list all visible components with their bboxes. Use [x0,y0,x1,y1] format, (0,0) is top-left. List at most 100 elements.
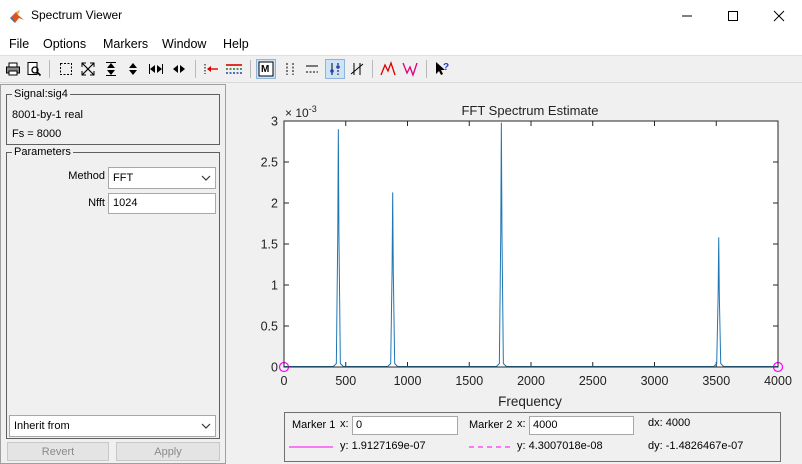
zoom-in-y-button[interactable] [101,59,121,79]
toolbar-separator [372,60,373,78]
slope-markers-button[interactable] [347,59,367,79]
parameters-panel: Signal:sig4 8001-by-1 real Fs = 8000 Par… [0,84,226,464]
menu-window[interactable]: Window [162,37,207,51]
select-arrow-icon [204,64,218,74]
zoom-in-x-button[interactable] [146,59,166,79]
marker-2-x-input[interactable]: 4000 [529,416,634,435]
y-tick-label: 0 [271,361,278,375]
marker-1-line-legend [289,446,333,448]
valleys-icon [402,62,418,77]
printer-icon [6,62,20,76]
title-bar: Spectrum Viewer [0,0,802,32]
x-tick-label: 2500 [579,374,607,388]
line-properties-icon [226,64,242,74]
zoom-out-y-button[interactable] [123,59,143,79]
marker-2-line-legend [469,446,513,448]
y-tick-label: 1.5 [261,238,278,252]
svg-text:?: ? [443,62,449,73]
y-tick-label: 2 [271,197,278,211]
valley-markers-button[interactable] [400,59,420,79]
x-tick-label: 1500 [455,374,483,388]
inherit-from-value: Inherit from [14,420,70,432]
window-title: Spectrum Viewer [31,8,123,22]
horizontal-lines-icon [306,65,318,73]
y-tick-label: 3 [271,115,278,129]
menu-file[interactable]: File [9,37,30,51]
nfft-label: Nfft [88,197,105,209]
print-button[interactable] [3,59,23,79]
method-label: Method [68,170,105,182]
vertical-zoom-out-icon [129,63,137,75]
menu-help[interactable]: Help [223,37,249,51]
marker-1-x-label: x: [340,418,349,430]
zoom-box-button[interactable] [56,59,76,79]
whats-this-button[interactable]: ? [432,59,452,79]
x-tick-label: 4000 [764,374,792,388]
maximize-button[interactable] [710,0,756,32]
x-axis: 0 500 1000 1500 2000 2500 3000 3500 4000 [281,121,792,388]
signal-info-group: Signal:sig4 8001-by-1 real Fs = 8000 [6,89,220,145]
x-tick-label: 3500 [702,374,730,388]
zoom-out-x-button[interactable] [169,59,189,79]
y-tick-label: 2.5 [261,156,278,170]
parameters-legend: Parameters [14,146,71,158]
svg-text:M: M [261,64,269,75]
zoom-out-full-button[interactable] [78,59,98,79]
marker-2-x-label: x: [517,418,526,430]
vertical-zoom-in-icon [106,62,116,76]
marker-dy-value: dy: -1.4826467e-07 [648,440,744,452]
select-button[interactable] [201,59,221,79]
y-tick-label: 0.5 [261,320,278,334]
method-select[interactable]: FFT [108,167,216,189]
nfft-input[interactable]: 1024 [108,193,216,214]
track-markers-icon [330,63,340,75]
print-preview-button[interactable] [24,59,44,79]
marker-1-label: Marker 1 [292,419,336,431]
x-axis-label: Frequency [498,394,562,409]
minimize-icon [682,15,692,17]
x-tick-label: 500 [335,374,356,388]
menu-bar: File Options Markers Window Help [0,32,802,56]
minimize-button[interactable] [664,0,710,32]
x-tick-label: 0 [281,374,288,388]
markers-toggle-button[interactable]: M [256,59,276,79]
marker-1-x-input[interactable]: 0 [352,416,458,435]
help-pointer-icon: ? [436,62,449,75]
markers-icon: M [258,61,274,77]
toolbar-separator [195,60,196,78]
track-markers-button[interactable] [325,59,345,79]
toolbar-separator [49,60,50,78]
menu-markers[interactable]: Markers [103,37,149,51]
vertical-lines-icon [286,63,294,75]
toolbar: M ? [0,56,802,83]
apply-button[interactable]: Apply [116,442,220,461]
inherit-from-select[interactable]: Inherit from [9,415,216,437]
marker-2-label: Marker 2 [469,419,513,431]
matlab-logo-icon [10,10,24,23]
menu-options[interactable]: Options [43,37,87,51]
peak-markers-button[interactable] [378,59,398,79]
x-tick-label: 2000 [517,374,545,388]
zoom-box-icon [60,63,72,75]
toolbar-separator [426,60,427,78]
axes-frame [283,120,779,368]
line-properties-button[interactable] [224,59,244,79]
marker-1-y-value: y: 1.9127169e-07 [340,440,426,452]
vertical-markers-button[interactable] [280,59,300,79]
horizontal-zoom-out-icon [173,65,185,73]
chevron-down-icon [197,416,215,436]
y-axis: 0 0.5 1 1.5 2 2.5 3 [261,115,778,375]
y-exponent-label: × 10-3 [285,104,317,120]
sampling-frequency-text: Fs = 8000 [12,128,62,140]
marker-dx-value: dx: 4000 [648,417,691,429]
close-button[interactable] [756,0,802,32]
revert-button[interactable]: Revert [7,442,109,461]
peaks-icon [380,61,396,76]
signal-size-text: 8001-by-1 real [12,109,83,121]
toolbar-separator [250,60,251,78]
chart-title: FFT Spectrum Estimate [461,103,598,118]
horizontal-markers-button[interactable] [302,59,322,79]
x-tick-label: 1000 [394,374,422,388]
spectrum-plot[interactable]: FFT Spectrum Estimate 0 0.5 1 1.5 2 2.5 3 0 500… [227,84,802,464]
chevron-down-icon [197,168,215,188]
